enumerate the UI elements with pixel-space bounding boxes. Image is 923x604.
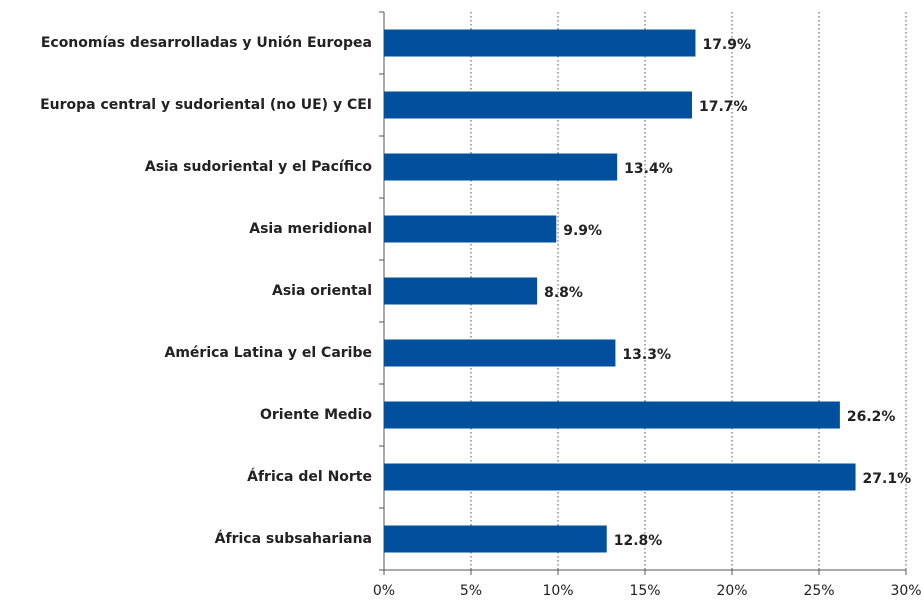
x-tick-label: 25% [803,583,834,599]
value-label: 9.9% [563,223,602,239]
value-label: 27.1% [863,471,912,487]
bar [384,339,616,367]
bar [384,91,692,119]
bar [384,215,557,243]
value-label: 17.9% [702,37,751,53]
bar [384,153,618,181]
bar [384,401,840,429]
value-label: 13.3% [622,347,671,363]
y-tick-label: Asia sudoriental y el Pacífico [145,159,372,175]
value-label: 13.4% [624,161,673,177]
value-label: 17.7% [699,99,748,115]
value-label: 12.8% [614,533,663,549]
bar [384,29,696,57]
bar [384,277,538,305]
x-tick-label: 20% [716,583,747,599]
y-tick-label: Oriente Medio [260,407,372,423]
bar [384,463,856,491]
x-tick-label: 0% [373,583,395,599]
x-tick-label: 10% [542,583,573,599]
y-tick-label: Asia oriental [272,283,372,299]
y-tick-label: América Latina y el Caribe [165,345,373,361]
x-tick-label: 30% [890,583,921,599]
x-tick-label: 5% [460,583,482,599]
y-tick-label: África subsahariana [215,530,372,547]
value-label: 26.2% [847,409,896,425]
y-tick-label: Economías desarrolladas y Unión Europea [41,35,372,51]
y-tick-label: África del Norte [247,468,372,485]
bar [384,525,607,553]
y-tick-label: Europa central y sudoriental (no UE) y C… [40,97,372,113]
y-tick-label: Asia meridional [249,221,372,237]
x-tick-label: 15% [629,583,660,599]
value-label: 8.8% [544,285,583,301]
